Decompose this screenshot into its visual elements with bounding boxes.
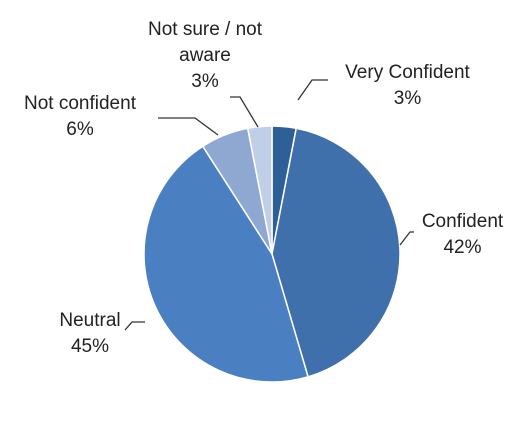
- value-label: 3%: [393, 88, 422, 109]
- leader-line: [124, 321, 145, 331]
- slice-label: Not sure / not aware 3%: [135, 17, 275, 95]
- value-label: 42%: [443, 237, 482, 258]
- category-label: Very Confident: [345, 62, 470, 83]
- leader-line: [399, 231, 414, 246]
- slice-label: Confident 42%: [410, 209, 515, 261]
- value-label: 45%: [70, 336, 110, 357]
- slice-label: Neutral 45%: [40, 308, 140, 360]
- slice-label: Not confident 6%: [0, 91, 160, 143]
- value-label: 6%: [66, 119, 94, 140]
- pie-slice: [143, 145, 309, 383]
- category-label: Confident: [421, 211, 504, 232]
- value-label: 3%: [191, 71, 219, 92]
- pie-slice: [271, 127, 401, 378]
- category-label: Neutral: [59, 310, 121, 331]
- category-label: Not sure / not aware: [147, 19, 263, 66]
- category-label: Not confident: [24, 93, 136, 114]
- slices: [143, 125, 401, 383]
- leader-line: [158, 117, 219, 136]
- slice-label: Very Confident 3%: [330, 60, 485, 112]
- leader-line: [230, 96, 259, 128]
- leader-line: [297, 79, 328, 101]
- pie-slice: [246, 125, 273, 255]
